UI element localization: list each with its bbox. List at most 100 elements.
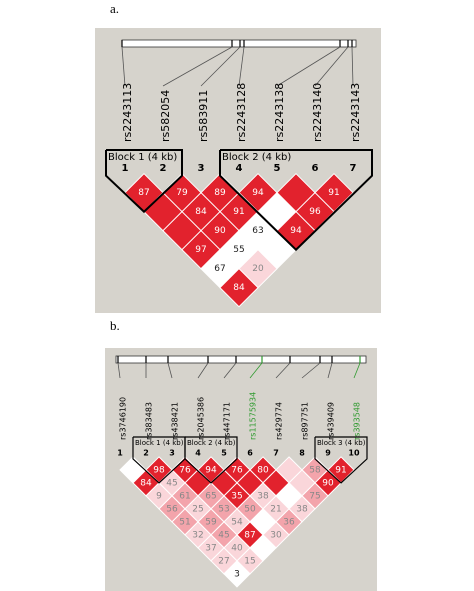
marker-line (351, 46, 354, 87)
ld-value: 53 (218, 504, 229, 514)
ld-value: 40 (231, 543, 243, 553)
ld-value: 91 (335, 465, 346, 475)
block-outline (184, 436, 238, 484)
snp-name: rs3746190 (119, 397, 128, 440)
snp-number: 10 (348, 449, 360, 458)
snp-name: rs583911 (197, 90, 210, 142)
marker-line (314, 46, 349, 87)
marker-line (238, 46, 245, 87)
ld-value: 38 (296, 504, 308, 514)
snp-name: rs2243143 (349, 83, 362, 142)
ld-value: 15 (244, 556, 255, 566)
marker-line (197, 362, 209, 379)
ld-cell (223, 560, 251, 588)
ld-value: 61 (179, 491, 190, 501)
snp-name: rs2243128 (235, 83, 248, 142)
snp-name: rs438421 (171, 402, 180, 440)
ld-value: 20 (252, 264, 264, 274)
ld-value: 94 (290, 226, 302, 236)
ld-value: 45 (166, 478, 177, 488)
block-label: Block 3 (4 kb) (317, 439, 366, 447)
snp-number: 5 (221, 449, 227, 458)
marker-line (200, 46, 241, 87)
block-outline (105, 149, 183, 214)
snp-name: rs2243138 (273, 83, 286, 142)
ld-value: 3 (234, 569, 240, 579)
ld-cell (219, 267, 259, 308)
ld-value: 87 (244, 530, 255, 540)
ld-value: 84 (233, 283, 245, 293)
marker-line (327, 362, 333, 379)
ld-value: 98 (153, 465, 165, 475)
snp-number: 6 (247, 449, 253, 458)
snp-number: 6 (312, 163, 319, 174)
marker-line (301, 362, 321, 379)
ld-value: 96 (309, 207, 321, 217)
snp-number: 2 (143, 449, 149, 458)
ld-value: 90 (322, 478, 334, 488)
ld-value: 91 (233, 207, 244, 217)
block-label: Block 1 (4 kb) (135, 439, 184, 447)
ld-value: 58 (309, 465, 321, 475)
snp-number: 3 (169, 449, 175, 458)
ld-value: 51 (179, 517, 190, 527)
snp-name: rs393548 (353, 402, 362, 440)
marker-line (353, 362, 361, 379)
ld-value: 65 (205, 491, 216, 501)
snp-name: rs2045386 (197, 397, 206, 440)
block-outline (219, 149, 373, 252)
marker-line (223, 362, 237, 379)
block-label: Block 2 (4 kb) (187, 439, 236, 447)
snp-name: rs439409 (327, 402, 336, 440)
ld-value: 59 (205, 517, 217, 527)
snp-name: rs2243113 (121, 83, 134, 142)
block-label: Block 2 (4 kb) (222, 152, 291, 163)
marker-line (275, 362, 291, 379)
ld-value: 94 (252, 188, 264, 198)
ld-value: 76 (231, 465, 243, 475)
ld-value: 25 (192, 504, 203, 514)
snp-name: rs582054 (159, 90, 172, 142)
snp-number: 1 (117, 449, 123, 458)
panel-label: b. (110, 318, 120, 333)
snp-number: 5 (274, 163, 281, 174)
ld-value: 55 (233, 245, 244, 255)
ld-value: 84 (140, 478, 152, 488)
snp-name: rs383483 (145, 402, 154, 440)
snp-name: rs2243140 (311, 83, 324, 142)
ld-value: 67 (214, 264, 225, 274)
ld-value: 56 (166, 504, 178, 514)
marker-line (249, 362, 263, 379)
snp-name: rs447171 (223, 402, 232, 440)
ld-value: 89 (214, 188, 226, 198)
snp-name: rs429774 (275, 402, 284, 440)
snp-name: rs11575934 (249, 392, 258, 440)
ld-value: 63 (252, 226, 263, 236)
ld-value: 21 (270, 504, 281, 514)
block-outline (132, 436, 186, 484)
ld-value: 94 (205, 465, 217, 475)
snp-number: 4 (195, 449, 201, 458)
marker-line (276, 46, 341, 87)
ld-value: 90 (214, 226, 226, 236)
snp-number: 7 (350, 163, 357, 174)
ld-value: 80 (257, 465, 269, 475)
ld-value: 76 (179, 465, 191, 475)
ld-value: 32 (192, 530, 203, 540)
ld-value: 30 (270, 530, 282, 540)
ld-value: 54 (231, 517, 243, 527)
marker-line (167, 362, 173, 379)
snp-number: 7 (273, 449, 279, 458)
snp-number: 1 (122, 163, 129, 174)
ld-value: 9 (156, 491, 162, 501)
snp-map-bar (115, 355, 367, 364)
ld-value: 75 (309, 491, 320, 501)
snp-map-bar (121, 39, 357, 48)
ld-value: 37 (205, 543, 216, 553)
ld-value: 36 (283, 517, 295, 527)
marker-line (162, 46, 233, 87)
marker-line (121, 46, 126, 87)
panel-label: a. (110, 1, 119, 16)
marker-line (117, 362, 121, 379)
snp-number: 8 (299, 449, 305, 458)
